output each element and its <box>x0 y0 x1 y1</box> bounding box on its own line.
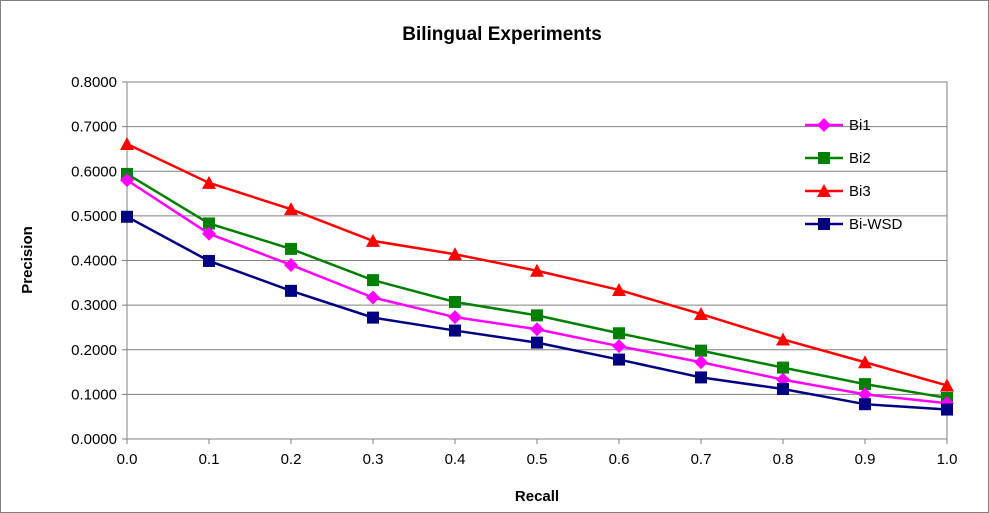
data-point <box>694 307 708 321</box>
x-tick-label: 0.0 <box>117 451 138 468</box>
data-point <box>531 336 543 349</box>
data-point <box>448 247 462 261</box>
x-tick-label: 0.8 <box>773 451 794 468</box>
x-axis-ticks: 0.0 0.1 0.2 0.3 0.4 0.5 0.6 0.7 0.8 0.9 1.0 <box>117 439 958 468</box>
x-tick-label: 0.4 <box>445 451 466 468</box>
x-tick-label: 0.6 <box>609 451 630 468</box>
series-bi-wsd <box>121 210 953 416</box>
y-tick-label: 0.2000 <box>71 342 117 359</box>
data-point <box>858 355 872 369</box>
series-bi2 <box>121 167 953 404</box>
legend-item: Bi-WSD <box>805 216 902 233</box>
legend-marker <box>818 152 830 164</box>
y-tick-label: 0.8000 <box>71 74 117 91</box>
legend-marker <box>817 184 831 197</box>
data-point <box>284 257 298 272</box>
data-point <box>530 322 544 337</box>
x-tick-label: 1.0 <box>937 451 958 468</box>
y-tick-label: 0.7000 <box>71 119 117 136</box>
data-point <box>367 274 379 287</box>
data-point <box>613 353 625 366</box>
data-point <box>859 398 871 411</box>
y-tick-label: 0.5000 <box>71 208 117 225</box>
data-point <box>940 378 954 392</box>
x-tick-label: 0.2 <box>281 451 302 468</box>
y-axis-label: Precision <box>19 226 36 294</box>
data-point <box>777 383 789 396</box>
data-point <box>449 296 461 309</box>
legend-label: Bi2 <box>849 150 871 167</box>
x-tick-label: 0.1 <box>199 451 220 468</box>
legend-marker <box>818 218 830 230</box>
series-bi1 <box>120 173 954 411</box>
data-point <box>695 371 707 384</box>
y-tick-label: 0.0000 <box>71 431 117 448</box>
data-point <box>613 327 625 340</box>
data-point <box>694 355 708 370</box>
data-point <box>530 263 544 277</box>
data-point <box>448 310 462 325</box>
data-point <box>941 403 953 416</box>
x-tick-label: 0.3 <box>363 451 384 468</box>
series-group <box>120 137 954 416</box>
data-point <box>612 282 626 296</box>
legend-label: Bi-WSD <box>849 216 902 233</box>
data-point <box>858 387 872 402</box>
data-point <box>695 344 707 357</box>
legend-item: Bi3 <box>805 183 871 200</box>
data-point <box>777 361 789 374</box>
legend-marker <box>817 118 831 132</box>
data-point <box>203 254 215 267</box>
y-tick-label: 0.3000 <box>71 297 117 314</box>
legend-item: Bi1 <box>805 117 871 134</box>
data-point <box>120 137 134 151</box>
chart-title: Bilingual Experiments <box>402 24 602 45</box>
data-point <box>859 378 871 391</box>
x-tick-label: 0.5 <box>527 451 548 468</box>
x-tick-label: 0.9 <box>855 451 876 468</box>
data-point <box>121 210 133 223</box>
data-point <box>120 173 134 188</box>
y-tick-label: 0.4000 <box>71 253 117 270</box>
y-tick-label: 0.1000 <box>71 386 117 403</box>
data-point <box>284 202 298 216</box>
x-axis-label: Recall <box>515 488 559 505</box>
x-tick-label: 0.7 <box>691 451 712 468</box>
legend: Bi1 Bi2 Bi3 Bi-WSD <box>805 117 902 233</box>
y-tick-label: 0.6000 <box>71 163 117 180</box>
data-point <box>531 309 543 322</box>
gridlines <box>127 81 947 395</box>
series-bi3 <box>120 137 954 392</box>
legend-item: Bi2 <box>805 150 871 167</box>
data-point <box>367 311 379 324</box>
data-point <box>612 339 626 354</box>
y-axis-ticks: 0.0000 0.1000 0.2000 0.3000 0.4000 0.5000 0.60… <box>71 74 127 448</box>
data-point <box>285 242 297 255</box>
data-point <box>202 226 216 241</box>
data-point <box>449 324 461 337</box>
legend-label: Bi3 <box>849 183 871 200</box>
data-point <box>776 332 790 346</box>
legend-label: Bi1 <box>849 117 871 134</box>
data-point <box>202 175 216 189</box>
data-point <box>203 217 215 230</box>
data-point <box>366 290 380 305</box>
data-point <box>366 233 380 247</box>
data-point <box>285 284 297 297</box>
